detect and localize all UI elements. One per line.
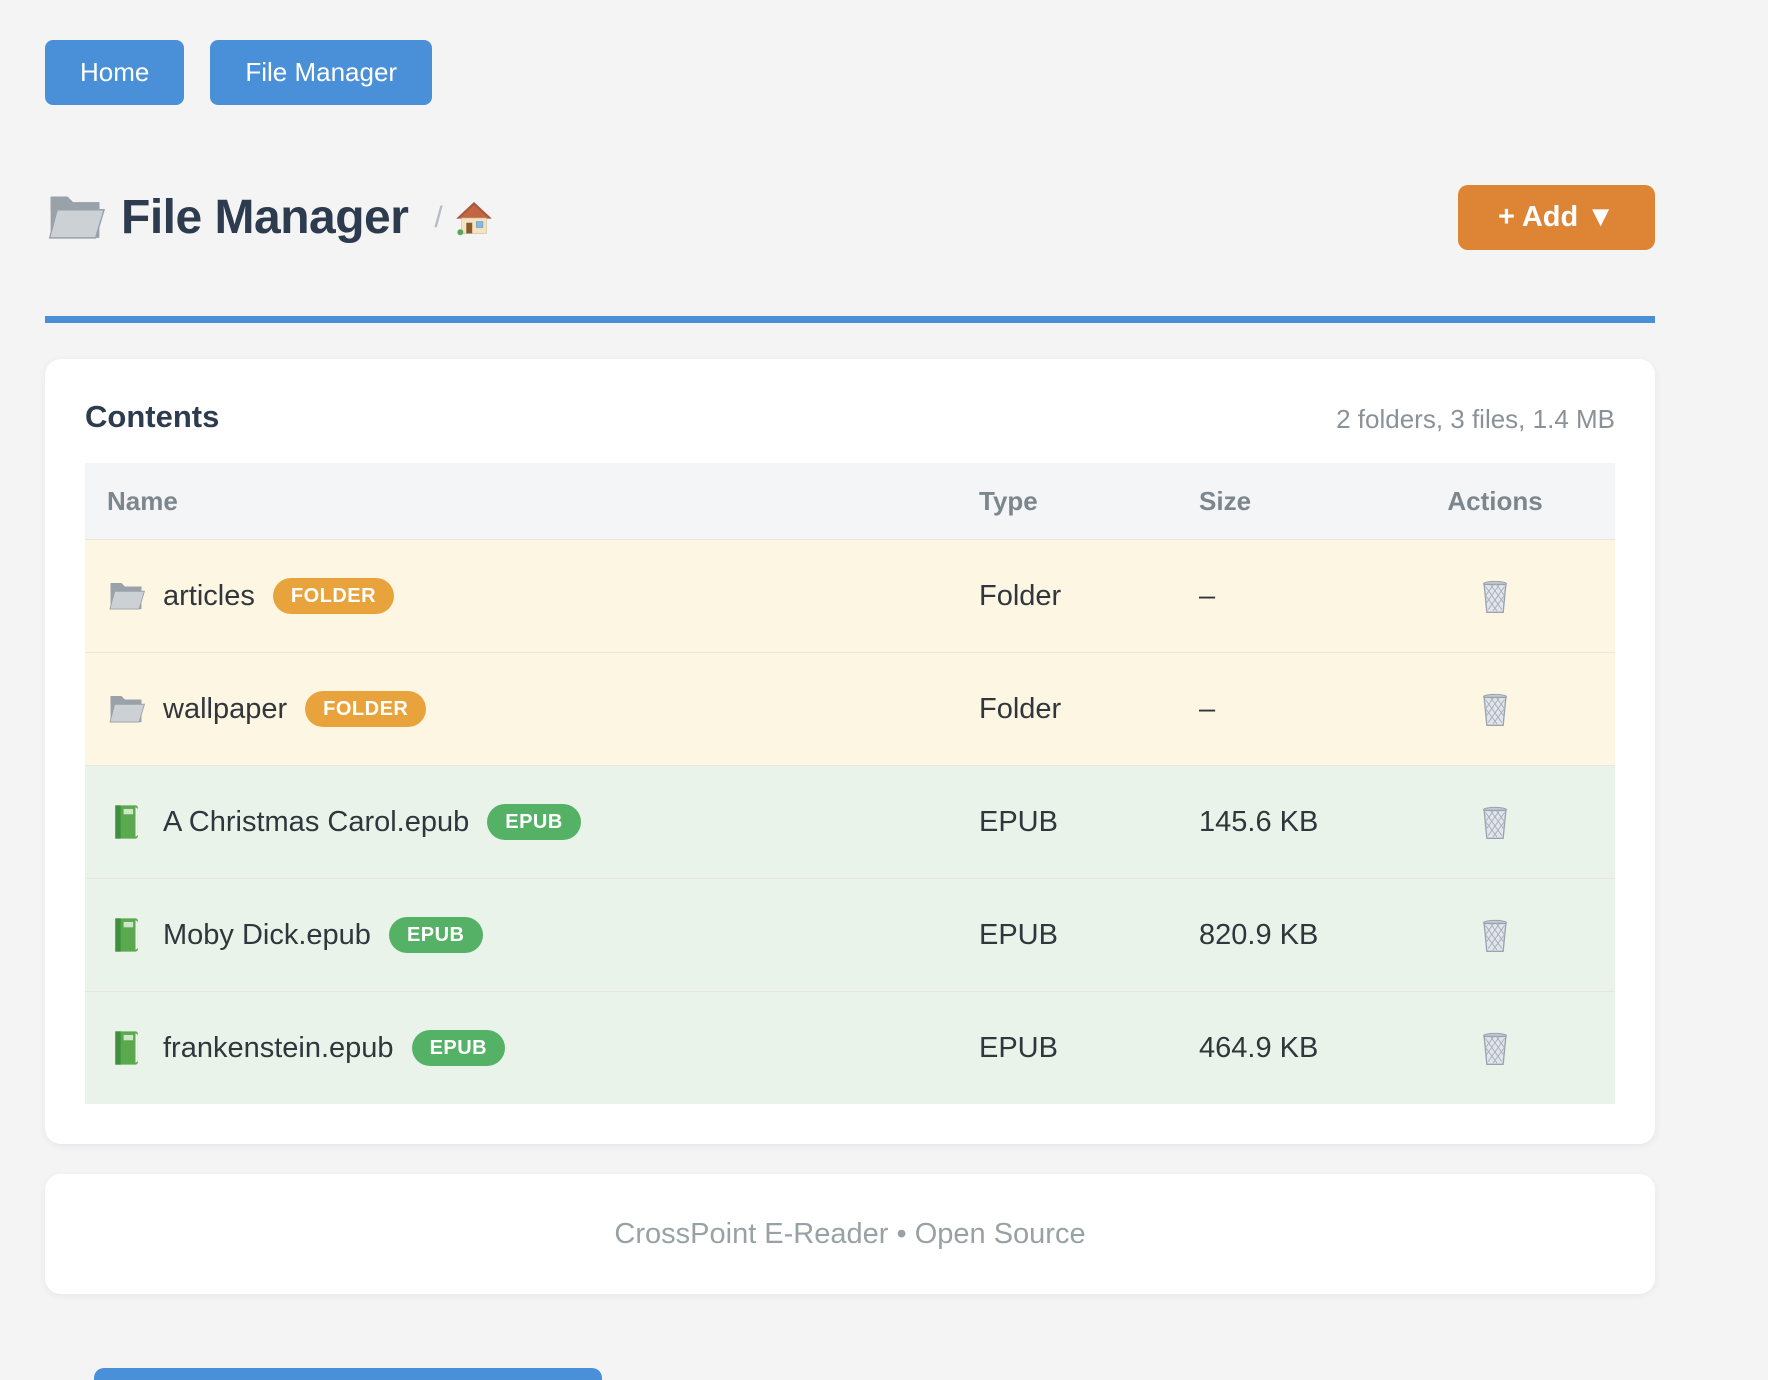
- page-title: File Manager: [121, 191, 409, 244]
- file-name-cell: articles FOLDER: [85, 577, 955, 615]
- file-name-cell: A Christmas Carol.epub EPUB: [85, 803, 955, 841]
- column-header-type: Type: [979, 485, 1038, 516]
- table-header-row: Name Type Size Actions: [85, 463, 1615, 539]
- add-button[interactable]: + Add ▼: [1457, 185, 1655, 250]
- page-header: File Manager / + Add ▼: [45, 185, 1655, 250]
- file-name-cell: wallpaper FOLDER: [85, 690, 955, 728]
- folder-badge: FOLDER: [272, 578, 395, 614]
- contents-card: Contents 2 folders, 3 files, 1.4 MB Name…: [45, 359, 1655, 1144]
- file-name-cell: frankenstein.epub EPUB: [85, 1029, 955, 1067]
- delete-button[interactable]: [1474, 912, 1516, 958]
- contents-summary: 2 folders, 3 files, 1.4 MB: [1336, 404, 1615, 434]
- file-size: 145.6 KB: [1199, 805, 1319, 838]
- file-type: Folder: [979, 579, 1062, 612]
- table-row[interactable]: wallpaper FOLDER Folder –: [85, 652, 1615, 765]
- file-type: EPUB: [979, 805, 1058, 838]
- folder-icon: [107, 690, 145, 728]
- file-size: –: [1199, 579, 1216, 612]
- home-icon[interactable]: [455, 199, 493, 237]
- column-header-name: Name: [107, 485, 178, 516]
- epub-badge: EPUB: [388, 917, 483, 953]
- delete-button[interactable]: [1474, 799, 1516, 845]
- book-icon: [107, 916, 145, 954]
- epub-badge: EPUB: [487, 804, 581, 840]
- file-name-cell: Moby Dick.epub EPUB: [85, 916, 955, 954]
- epub-badge: EPUB: [411, 1030, 506, 1066]
- file-size: –: [1199, 692, 1216, 725]
- file-type: Folder: [979, 692, 1062, 725]
- file-name: frankenstein.epub: [163, 1031, 394, 1064]
- footer-text: CrossPoint E-Reader • Open Source: [614, 1217, 1086, 1250]
- contents-title: Contents: [85, 399, 220, 434]
- file-name: Moby Dick.epub: [163, 918, 371, 951]
- book-icon: [107, 1029, 145, 1067]
- delete-button[interactable]: [1474, 573, 1516, 619]
- delete-button[interactable]: [1474, 1025, 1516, 1071]
- file-table: Name Type Size Actions articles: [85, 463, 1615, 1104]
- column-header-actions: Actions: [1447, 485, 1543, 516]
- file-size: 464.9 KB: [1199, 1031, 1319, 1064]
- bottom-partial-blue-bar[interactable]: [94, 1368, 602, 1380]
- table-row[interactable]: A Christmas Carol.epub EPUB EPUB 145.6 K…: [85, 765, 1615, 878]
- file-name: A Christmas Carol.epub: [163, 805, 470, 838]
- file-type: EPUB: [979, 1031, 1058, 1064]
- footer-card: CrossPoint E-Reader • Open Source: [45, 1174, 1655, 1294]
- nav-file-manager-button[interactable]: File Manager: [210, 40, 433, 105]
- table-row[interactable]: articles FOLDER Folder –: [85, 539, 1615, 652]
- nav-home-button[interactable]: Home: [45, 40, 185, 105]
- table-row[interactable]: frankenstein.epub EPUB EPUB 464.9 KB: [85, 991, 1615, 1104]
- delete-button[interactable]: [1474, 686, 1516, 732]
- folder-icon: [45, 191, 106, 245]
- breadcrumb-separator: /: [434, 200, 443, 234]
- file-name: articles: [163, 579, 255, 612]
- table-row[interactable]: Moby Dick.epub EPUB EPUB 820.9 KB: [85, 878, 1615, 991]
- file-name: wallpaper: [163, 692, 288, 725]
- book-icon: [107, 803, 145, 841]
- file-size: 820.9 KB: [1199, 918, 1319, 951]
- folder-icon: [107, 577, 145, 615]
- column-header-size: Size: [1199, 485, 1252, 516]
- breadcrumb: /: [434, 199, 492, 237]
- file-type: EPUB: [979, 918, 1058, 951]
- top-nav: Home File Manager: [45, 40, 1655, 105]
- folder-badge: FOLDER: [305, 691, 427, 727]
- title-divider: [45, 316, 1655, 323]
